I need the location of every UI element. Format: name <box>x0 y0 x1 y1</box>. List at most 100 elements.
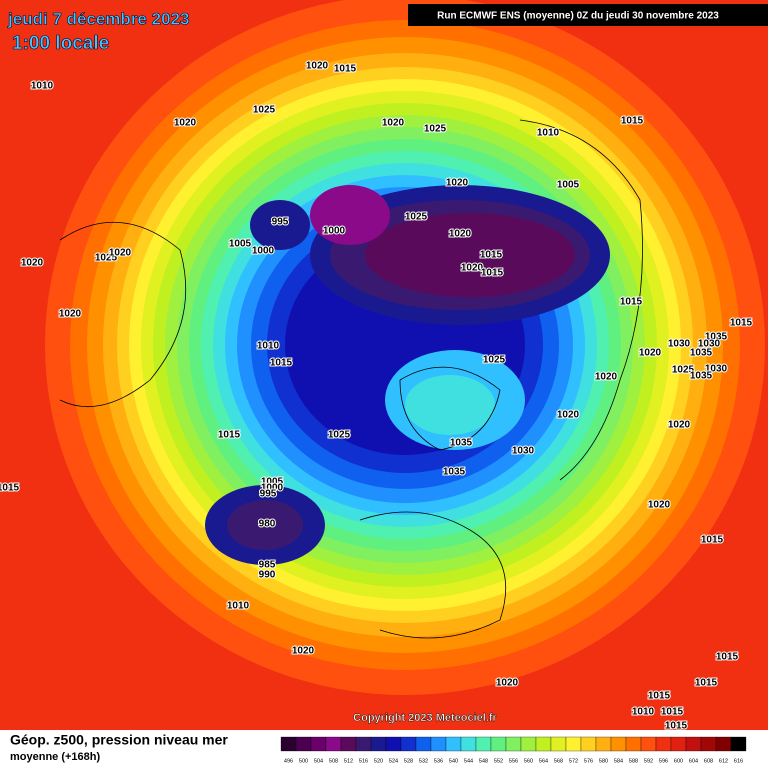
legend-label: 508 <box>329 758 338 764</box>
copyright: Copyright 2023 Meteociel.fr <box>353 712 497 724</box>
legend-label: 544 <box>464 758 473 764</box>
isobar-label: 1015 <box>661 707 684 718</box>
legend-swatch <box>520 736 537 752</box>
isobar-label: 1010 <box>632 707 655 718</box>
isobar-label: 1015 <box>621 116 644 127</box>
legend-label: 604 <box>689 758 698 764</box>
isobar-label: 1020 <box>639 348 662 359</box>
coastline <box>59 221 187 408</box>
legend-label: 520 <box>374 758 383 764</box>
isobar-label: 1020 <box>449 229 472 240</box>
legend-swatch <box>655 736 672 752</box>
subtitle: 1:00 locale <box>12 33 109 54</box>
legend-swatch <box>580 736 597 752</box>
legend-swatch <box>430 736 447 752</box>
isobar-label: 1025 <box>95 253 118 264</box>
height-band <box>405 375 495 435</box>
isobar-label: 1020 <box>668 420 691 431</box>
legend-swatch <box>505 736 522 752</box>
height-bands <box>45 0 765 695</box>
legend-swatch <box>550 736 567 752</box>
isobar-label: 1030 <box>668 339 691 350</box>
isobar-label: 1025 <box>672 365 695 376</box>
legend-label: 548 <box>479 758 488 764</box>
legend-label: 496 <box>284 758 293 764</box>
legend-swatch <box>355 736 372 752</box>
isobar-label: 1010 <box>31 81 54 92</box>
legend-label: 516 <box>359 758 368 764</box>
isobar-label: 1025 <box>424 124 447 135</box>
isobar-label: 1010 <box>537 128 560 139</box>
isobar-label: 985 <box>259 560 276 571</box>
legend-swatch <box>460 736 477 752</box>
legend-label: 616 <box>734 758 743 764</box>
legend-label: 560 <box>524 758 533 764</box>
isobar-label: 1020 <box>306 61 329 72</box>
legend-swatch <box>445 736 462 752</box>
legend-label: 504 <box>314 758 323 764</box>
footer-subtitle: moyenne (+168h) <box>10 751 101 763</box>
legend-swatch <box>325 736 342 752</box>
legend-label: 540 <box>449 758 458 764</box>
isobar-label: 1035 <box>705 332 728 343</box>
isobar-label: 1020 <box>109 248 132 259</box>
coastline <box>359 511 507 639</box>
isobar-label: 1005 <box>261 477 284 488</box>
isobar-label: 1020 <box>648 500 671 511</box>
footer-title: Géop. z500, pression niveau mer <box>10 732 228 748</box>
isobar-label: 1015 <box>480 250 503 261</box>
isobar-label: 1015 <box>620 297 643 308</box>
isobar-label: 980 <box>259 519 276 530</box>
isobar-label: 1015 <box>648 691 671 702</box>
isobar-label: 1010 <box>227 601 250 612</box>
legend-label: 612 <box>719 758 728 764</box>
legend-swatch <box>370 736 387 752</box>
legend-swatch <box>640 736 657 752</box>
isobar-label: 1030 <box>705 364 728 375</box>
legend-label: 500 <box>299 758 308 764</box>
isobar-label: 1020 <box>21 258 44 269</box>
isobar-label: 1020 <box>496 678 519 689</box>
legend-label: 588 <box>629 758 638 764</box>
isobar-label: 995 <box>272 217 289 228</box>
isobar-label: 990 <box>259 570 276 581</box>
coastlines <box>59 119 643 639</box>
isobar-label: 1025 <box>253 105 276 116</box>
isobar-label: 1030 <box>512 446 535 457</box>
legend-swatch <box>415 736 432 752</box>
legend-swatch <box>385 736 402 752</box>
isobar-label: 1015 <box>218 430 241 441</box>
isobar-label: 1000 <box>323 226 346 237</box>
isobar-label: 1020 <box>382 118 405 129</box>
isobar-label: 1015 <box>270 358 293 369</box>
legend-label: 580 <box>599 758 608 764</box>
legend-label: 576 <box>584 758 593 764</box>
legend-label: 600 <box>674 758 683 764</box>
legend-swatch <box>715 736 732 752</box>
isobar-label: 1005 <box>229 239 252 250</box>
legend-label: 532 <box>419 758 428 764</box>
legend-swatch <box>280 736 297 752</box>
isobar-label: 1020 <box>446 178 469 189</box>
legend-swatch <box>295 736 312 752</box>
isobar-label: 1035 <box>450 438 473 449</box>
isobar-label: 1005 <box>557 180 580 191</box>
legend-label: 552 <box>494 758 503 764</box>
isobar-label: 1015 <box>334 64 357 75</box>
legend-label: 556 <box>509 758 518 764</box>
isobar-label: 1020 <box>59 309 82 320</box>
isobar-label: 1015 <box>701 535 724 546</box>
coastline <box>399 366 501 451</box>
legend: 496 500 504 508 512 516 520 524 528 532 536 540 544 5… <box>280 736 747 764</box>
isobar-label: 1015 <box>481 268 504 279</box>
isobar-label: 1015 <box>695 678 718 689</box>
legend-swatch <box>610 736 627 752</box>
isobar-label: 1020 <box>595 372 618 383</box>
isobar-label: 1015 <box>730 318 753 329</box>
isobar-label: 1000 <box>261 483 284 494</box>
coastline <box>519 119 643 481</box>
legend-swatch <box>670 736 687 752</box>
title: jeudi 7 décembre 2023 <box>7 9 189 28</box>
height-band <box>310 185 390 245</box>
